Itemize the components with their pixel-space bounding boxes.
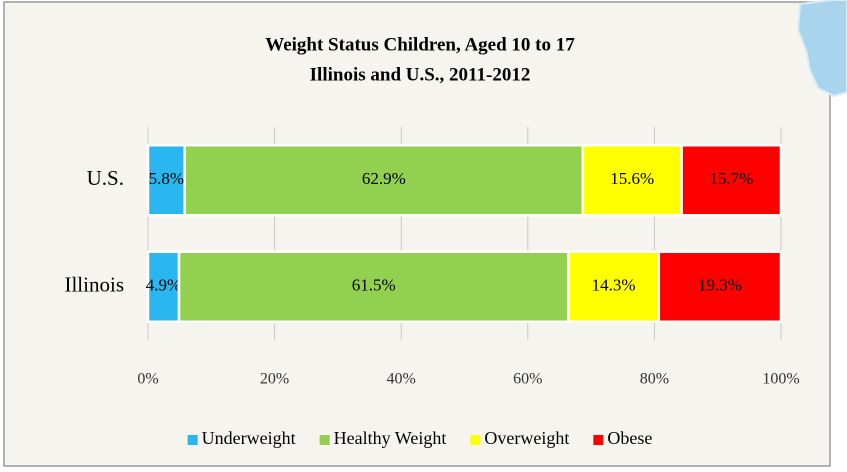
y-tick-label: U.S. bbox=[87, 166, 124, 190]
x-tick-label: 0% bbox=[137, 371, 158, 388]
data-label: 15.7% bbox=[709, 169, 753, 188]
legend-swatch bbox=[593, 435, 604, 445]
x-tick-label: 100% bbox=[762, 371, 799, 388]
x-tick-label: 60% bbox=[513, 371, 542, 388]
chart-title: Weight Status Children, Aged 10 to 17 bbox=[265, 34, 575, 55]
data-label: 19.3% bbox=[698, 276, 742, 295]
legend-label: Healthy Weight bbox=[334, 428, 447, 448]
bar-segment bbox=[567, 250, 661, 323]
legend-swatch bbox=[319, 435, 330, 445]
map-decoration bbox=[796, 0, 847, 98]
bar-segment bbox=[657, 250, 783, 323]
data-label: 4.9% bbox=[146, 276, 181, 295]
bar-segment bbox=[146, 144, 186, 217]
chart-subtitle: Illinois and U.S., 2011-2012 bbox=[310, 64, 531, 85]
x-tick-label: 20% bbox=[260, 371, 289, 388]
bar-segment bbox=[146, 250, 181, 323]
data-label: 14.3% bbox=[592, 276, 636, 295]
legend-swatch bbox=[187, 435, 198, 445]
data-label: 61.5% bbox=[352, 276, 396, 295]
legend-label: Overweight bbox=[484, 428, 569, 448]
bar-segment bbox=[680, 144, 783, 217]
bar-segment bbox=[177, 250, 570, 323]
data-label: 5.8% bbox=[149, 169, 184, 188]
x-tick-label: 80% bbox=[640, 371, 669, 388]
legend-swatch bbox=[470, 435, 481, 445]
chart-frame bbox=[3, 1, 831, 467]
legend-label: Obese bbox=[607, 428, 652, 448]
legend-label: Underweight bbox=[202, 428, 296, 448]
data-label: 62.9% bbox=[362, 169, 406, 188]
data-label: 15.6% bbox=[610, 169, 654, 188]
x-tick-label: 40% bbox=[387, 371, 416, 388]
y-tick-label: Illinois bbox=[64, 273, 124, 297]
